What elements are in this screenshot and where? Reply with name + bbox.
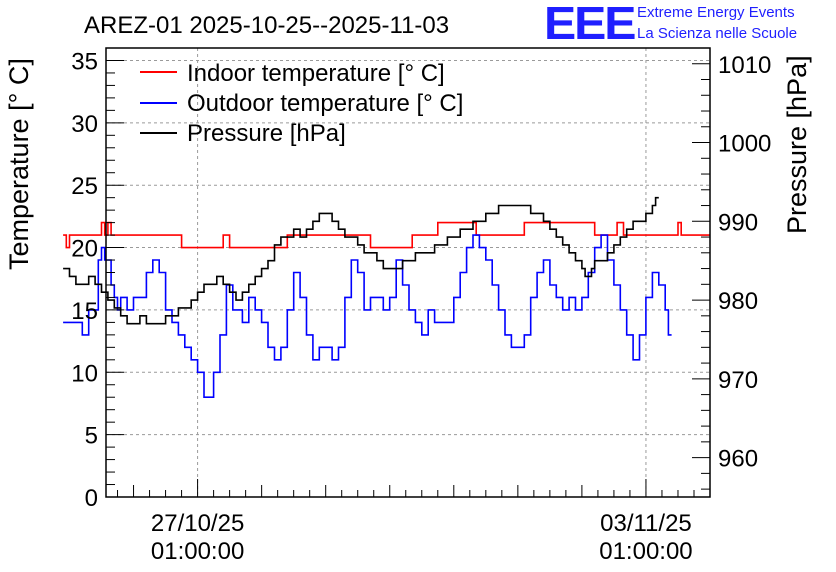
legend-outdoor-label: Outdoor temperature [° C] bbox=[187, 90, 463, 117]
x-tick-label-time: 01:00:00 bbox=[599, 538, 692, 565]
y-tick-label: 15 bbox=[71, 298, 98, 325]
y-tick-label: 25 bbox=[71, 173, 98, 200]
y-tick-label: 30 bbox=[71, 111, 98, 138]
y-axis-label-right: Pressure [hPa] bbox=[782, 55, 812, 234]
y-axis-label-left: Temperature [° C] bbox=[4, 58, 34, 270]
y2-tick-label: 990 bbox=[718, 209, 758, 236]
legend-pressure-label: Pressure [hPa] bbox=[187, 120, 346, 147]
legend: Indoor temperature [° C] Outdoor tempera… bbox=[140, 60, 463, 147]
y-tick-label: 0 bbox=[85, 485, 98, 512]
series-line-pressure bbox=[63, 196, 659, 325]
y2-tick-label: 970 bbox=[718, 367, 758, 394]
eee-logo: EEE bbox=[544, 0, 636, 49]
series-line-outdoor bbox=[63, 234, 672, 398]
axes: 0 5 10 15 20 25 30 35 960 970 980 990 1000 1010 27/10/… bbox=[71, 47, 771, 565]
y-tick-label: 35 bbox=[71, 48, 98, 75]
y2-tick-label: 980 bbox=[718, 288, 758, 315]
y-tick-label: 5 bbox=[85, 423, 98, 450]
legend-indoor-label: Indoor temperature [° C] bbox=[187, 60, 445, 87]
series-line-indoor bbox=[63, 221, 710, 249]
x-tick-label-time: 01:00:00 bbox=[151, 538, 244, 565]
y-tick-label: 10 bbox=[71, 360, 98, 387]
x-tick-label-date: 03/11/25 bbox=[600, 510, 692, 537]
y-tick-label: 20 bbox=[71, 236, 98, 263]
y2-tick-label: 1000 bbox=[718, 131, 771, 158]
y2-tick-label: 1010 bbox=[718, 52, 771, 79]
chart-title: AREZ-01 2025-10-25--2025-11-03 bbox=[84, 12, 449, 39]
x-tick-label-date: 27/10/25 bbox=[151, 510, 244, 537]
logo-line-1: Extreme Energy Events bbox=[637, 4, 795, 21]
logo-line-2: La Scienza nelle Scuole bbox=[637, 25, 798, 42]
y2-tick-label: 960 bbox=[718, 446, 758, 473]
series-lines bbox=[63, 196, 710, 398]
